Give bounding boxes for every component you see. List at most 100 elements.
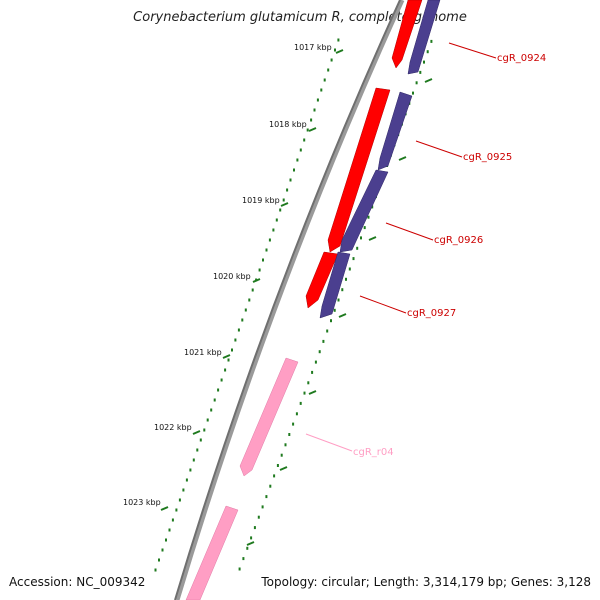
gene-label-cgR_0924[interactable]: cgR_0924 xyxy=(497,53,546,64)
gene-arrow-3[interactable] xyxy=(305,251,339,309)
gene-arrow-2[interactable] xyxy=(327,87,391,253)
gene-arrow-cgR_0924[interactable] xyxy=(407,0,441,75)
tick-dot xyxy=(276,464,279,467)
tick-label-1021: 1021 kbp xyxy=(184,348,222,357)
tick-dot xyxy=(337,298,340,302)
gene-label-cgR_0925[interactable]: cgR_0925 xyxy=(463,152,512,163)
tick-dot xyxy=(415,81,418,85)
tick-dot xyxy=(326,329,329,333)
tick-dot xyxy=(330,319,332,323)
tick-dot xyxy=(311,370,314,374)
tick-dot xyxy=(178,498,181,502)
tick-dot xyxy=(234,338,237,342)
tick-dot xyxy=(158,558,160,562)
tick-dot xyxy=(306,128,309,132)
gene-arrow-cgR_0927[interactable] xyxy=(319,251,351,319)
tick-dot xyxy=(258,268,261,272)
tick-dot xyxy=(250,536,253,540)
tick-dot xyxy=(275,218,278,222)
tick-dot xyxy=(360,236,362,240)
tick-dot xyxy=(182,488,185,492)
tick-label-1020: 1020 kbp xyxy=(213,272,251,281)
tick-label-1018: 1018 kbp xyxy=(269,120,307,129)
tick-label-1017: 1017 kbp xyxy=(294,43,332,52)
tick-dot xyxy=(334,48,336,52)
tick-dot xyxy=(199,438,202,442)
tick-dot xyxy=(310,118,313,122)
tick-dot xyxy=(154,568,157,572)
tick-dot xyxy=(352,257,355,261)
tick-dot xyxy=(237,328,240,332)
tick-dot xyxy=(262,258,264,262)
rna-genes-track xyxy=(185,357,299,600)
tick-dot xyxy=(242,557,245,561)
tick-dot xyxy=(303,138,306,142)
summary-text: Topology: circular; Length: 3,314,179 bp… xyxy=(261,575,591,589)
gene-label-cgR_0927[interactable]: cgR_0927 xyxy=(407,308,456,319)
tick-dot xyxy=(224,368,227,372)
forward-genes-track xyxy=(305,0,423,309)
tick-dot xyxy=(299,148,302,152)
tick-dot xyxy=(307,381,310,385)
tick-dot xyxy=(314,360,317,364)
tick-dot xyxy=(231,348,233,352)
tick-dot xyxy=(292,422,295,426)
tick-dot xyxy=(318,350,321,354)
tick-dot xyxy=(333,308,336,312)
tick-dot xyxy=(196,448,199,452)
gene-leader-lines xyxy=(305,42,497,452)
gene-label-cgR_r04[interactable]: cgR_r04 xyxy=(353,447,394,458)
tick-dot xyxy=(238,567,241,571)
tick-dot xyxy=(251,288,254,292)
tick-dot xyxy=(323,78,326,82)
accession-text: Accession: NC_009342 xyxy=(9,575,146,589)
tick-dot xyxy=(220,378,223,382)
tick-dot xyxy=(419,70,422,74)
tick-dot xyxy=(371,205,374,209)
tick-dot xyxy=(244,308,247,312)
tick-dot xyxy=(203,428,206,432)
tick-dot xyxy=(165,538,167,542)
gene-arrow-cgR_r04[interactable] xyxy=(239,357,299,477)
tick-dot xyxy=(185,478,188,482)
tick-dot xyxy=(430,39,433,43)
tick-dot xyxy=(253,526,256,530)
tick-dot xyxy=(423,60,425,64)
tick-dot xyxy=(330,58,333,62)
outer-tick-ring xyxy=(154,38,340,572)
gene-labels: cgR_0924 cgR_0925 cgR_0926 cgR_0927 cgR_… xyxy=(353,53,546,458)
gene-label-cgR_0926[interactable]: cgR_0926 xyxy=(434,235,483,246)
tick-dot xyxy=(299,401,302,405)
reverse-genes-track xyxy=(319,0,441,319)
tick-dot xyxy=(227,358,230,362)
tick-dot xyxy=(279,208,282,212)
tick-dot xyxy=(269,484,272,488)
tick-dot xyxy=(426,50,429,54)
tick-dot xyxy=(268,238,271,242)
tick-dot xyxy=(286,188,289,192)
tick-dot xyxy=(367,215,370,219)
tick-dot xyxy=(363,226,366,230)
tick-dot xyxy=(257,515,260,519)
tick-dot xyxy=(337,38,340,42)
gene-arrow-cgR_0926[interactable] xyxy=(339,169,389,253)
tick-label-1022: 1022 kbp xyxy=(154,423,192,432)
tick-dot xyxy=(241,318,244,322)
tick-dot xyxy=(210,408,213,412)
tick-dot xyxy=(282,198,285,202)
tick-dot xyxy=(192,458,195,462)
tick-dot xyxy=(175,508,178,512)
tick-dot xyxy=(265,248,268,252)
gene-arrow-1[interactable] xyxy=(391,0,423,69)
tick-dot xyxy=(248,298,251,302)
tick-dot xyxy=(261,505,264,509)
gene-arrow-cgR_0925[interactable] xyxy=(377,91,413,171)
tick-dot xyxy=(316,98,319,102)
genome-backbone xyxy=(174,0,405,600)
gene-arrow-rna-2[interactable] xyxy=(185,505,239,600)
tick-dot xyxy=(168,528,171,532)
scale-tick-labels: 1017 kbp 1018 kbp 1019 kbp 1020 kbp 1021… xyxy=(123,43,332,507)
map-title: Corynebacterium glutamicum R, complete g… xyxy=(133,10,467,25)
tick-label-1019: 1019 kbp xyxy=(242,196,280,205)
